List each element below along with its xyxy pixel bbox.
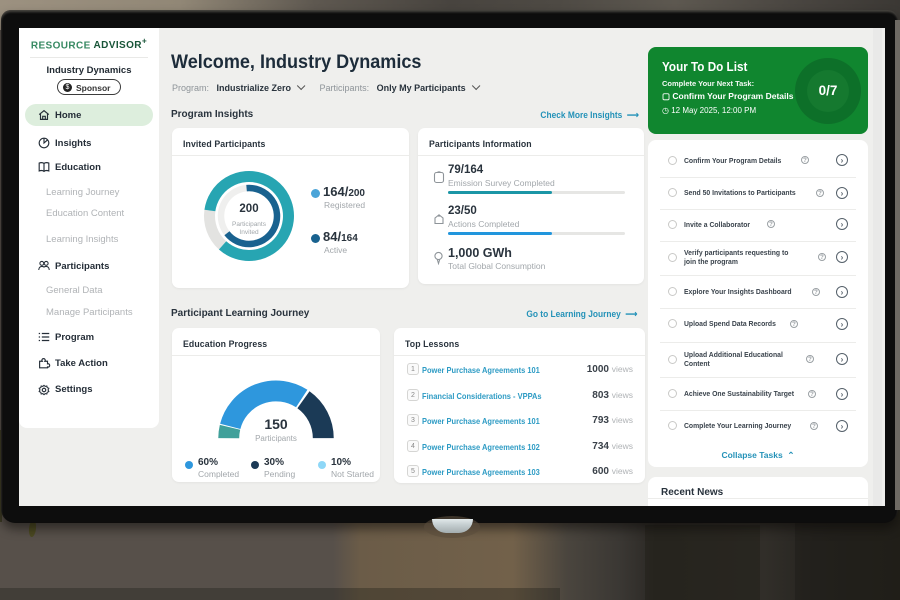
svg-text:Invited: Invited [239,229,259,236]
svg-text:200: 200 [239,203,258,215]
svg-text:Participants: Participants [232,221,267,228]
